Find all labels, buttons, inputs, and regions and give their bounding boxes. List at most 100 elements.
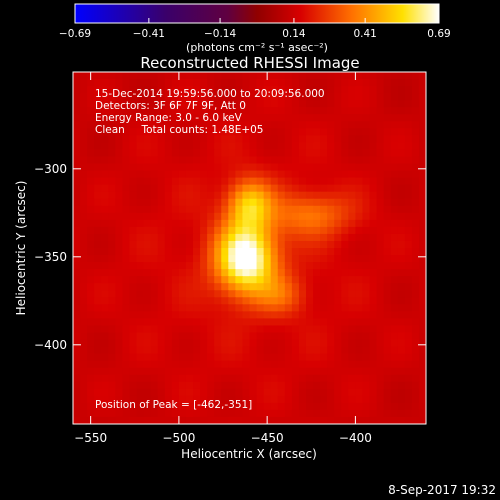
image-pixel <box>298 339 307 348</box>
image-pixel <box>94 93 102 101</box>
image-pixel <box>418 304 427 312</box>
image-pixel <box>87 367 95 376</box>
image-pixel <box>164 107 173 115</box>
image-pixel <box>122 79 130 87</box>
image-pixel <box>397 360 406 369</box>
image-pixel <box>390 374 399 383</box>
image-pixel <box>376 283 385 291</box>
image-pixel <box>143 114 152 122</box>
image-pixel <box>164 72 173 80</box>
image-pixel <box>418 318 427 326</box>
image-pixel <box>101 248 109 256</box>
image-pixel <box>171 177 180 186</box>
image-pixel <box>171 198 180 207</box>
image-pixel <box>320 304 328 312</box>
image-pixel <box>171 114 180 122</box>
image-pixel <box>249 353 258 362</box>
image-pixel <box>390 79 399 87</box>
image-pixel <box>263 353 272 362</box>
image-pixel <box>200 339 208 348</box>
image-pixel <box>334 212 342 221</box>
image-pixel <box>94 170 102 179</box>
image-pixel <box>270 163 279 172</box>
image-pixel <box>263 395 272 404</box>
image-pixel <box>115 226 123 235</box>
image-pixel <box>171 163 180 172</box>
image-pixel <box>334 311 342 319</box>
image-pixel <box>418 100 427 108</box>
image-pixel <box>348 416 356 425</box>
image-pixel <box>193 353 201 362</box>
image-pixel <box>313 409 321 418</box>
image-pixel <box>242 262 250 270</box>
image-pixel <box>313 332 321 341</box>
image-pixel <box>235 311 243 319</box>
image-pixel <box>193 205 201 214</box>
image-pixel <box>277 388 286 397</box>
image-pixel <box>200 191 208 200</box>
image-pixel <box>313 262 321 270</box>
image-pixel <box>242 353 250 362</box>
image-pixel <box>383 283 392 291</box>
image-pixel <box>320 297 328 305</box>
image-pixel <box>235 191 243 200</box>
image-pixel <box>284 240 293 249</box>
image-pixel <box>327 72 335 80</box>
image-pixel <box>185 86 194 94</box>
image-pixel <box>277 93 286 101</box>
image-pixel <box>291 205 300 214</box>
image-pixel <box>157 388 166 397</box>
image-pixel <box>341 269 349 277</box>
image-pixel <box>87 255 95 263</box>
image-pixel <box>115 325 123 333</box>
image-pixel <box>348 269 356 277</box>
image-pixel <box>164 255 173 263</box>
image-pixel <box>185 325 194 333</box>
image-pixel <box>341 233 349 242</box>
image-pixel <box>80 353 88 362</box>
image-pixel <box>228 177 236 186</box>
image-pixel <box>249 93 258 101</box>
image-pixel <box>404 205 413 214</box>
image-pixel <box>418 332 427 341</box>
image-pixel <box>80 100 88 108</box>
image-pixel <box>383 121 392 129</box>
image-pixel <box>185 93 194 101</box>
image-pixel <box>355 248 363 256</box>
image-pixel <box>235 128 243 136</box>
image-pixel <box>228 311 236 319</box>
image-pixel <box>122 262 130 270</box>
image-pixel <box>214 346 222 355</box>
image-pixel <box>270 311 279 319</box>
image-pixel <box>87 311 95 319</box>
image-pixel <box>263 276 272 284</box>
image-pixel <box>327 311 335 319</box>
image-pixel <box>348 170 356 179</box>
image-pixel <box>313 346 321 355</box>
image-pixel <box>376 149 385 157</box>
image-pixel <box>214 212 222 221</box>
image-pixel <box>313 121 321 129</box>
image-pixel <box>143 416 152 425</box>
image-pixel <box>228 248 236 256</box>
image-pixel <box>221 283 229 291</box>
image-pixel <box>390 402 399 411</box>
image-pixel <box>305 255 314 263</box>
image-pixel <box>150 325 159 333</box>
image-pixel <box>200 240 208 249</box>
image-pixel <box>320 170 328 179</box>
image-pixel <box>136 262 145 270</box>
image-pixel <box>362 163 371 172</box>
image-pixel <box>334 72 342 80</box>
image-pixel <box>214 86 222 94</box>
image-pixel <box>235 156 243 165</box>
image-pixel <box>207 283 215 291</box>
image-pixel <box>108 409 116 418</box>
image-pixel <box>185 191 194 200</box>
image-pixel <box>171 332 180 341</box>
image-pixel <box>390 135 399 143</box>
image-pixel <box>418 262 427 270</box>
image-pixel <box>390 86 399 94</box>
image-pixel <box>369 367 378 376</box>
image-pixel <box>143 325 152 333</box>
